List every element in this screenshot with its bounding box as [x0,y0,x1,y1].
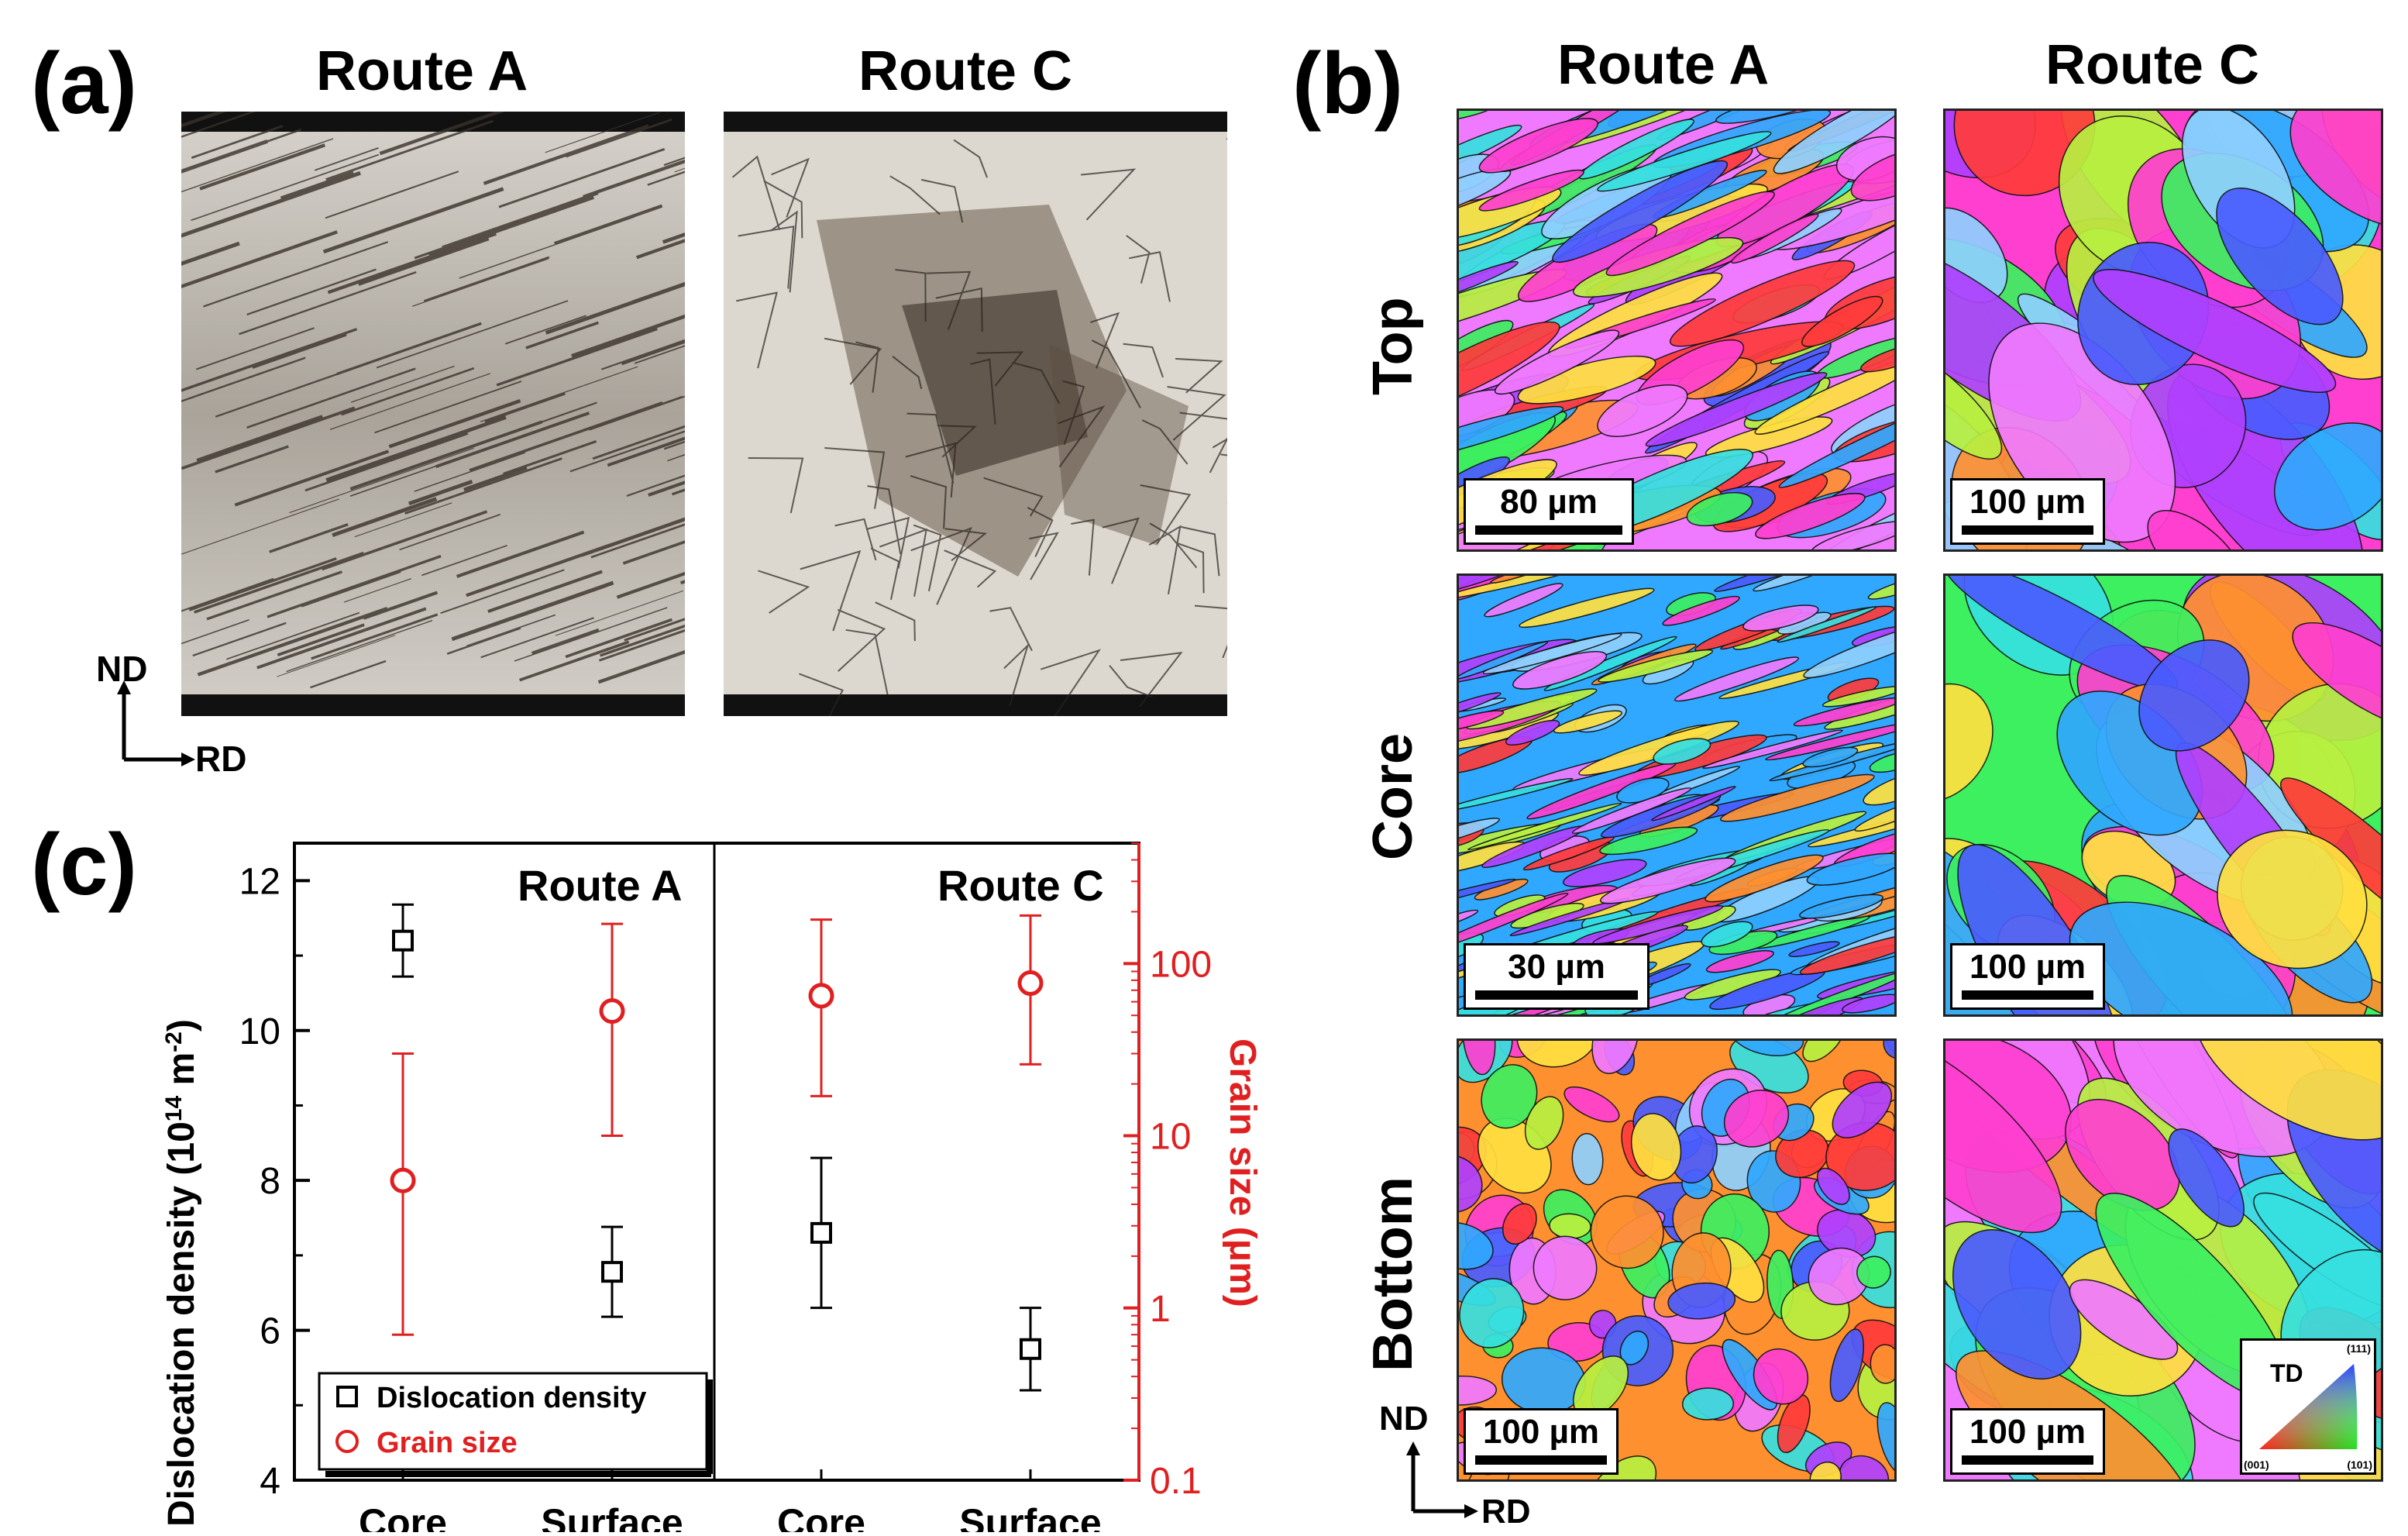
panel-a-title-route-a: Route A [316,40,528,102]
x-tick-label: Surface [541,1501,683,1532]
axis-rd-label-b: RD [1481,1493,1531,1531]
group-title-route-c: Route C [937,861,1104,910]
dislocation-density-point [601,1261,623,1283]
dislocation-density-point [1020,1338,1041,1360]
legend-label-grain: Grain size [377,1427,518,1459]
row-label-top: Top [1362,297,1424,395]
ipf-legend-title: TD [2270,1359,2303,1387]
micrograph-route-c [724,112,1227,716]
row-label-core: Core [1362,732,1424,860]
scale-bar-line [1962,525,2093,535]
y-label-exp1: 14 [161,1096,187,1122]
grain-size-point [1017,970,1044,997]
ipf-legend-101: (101) [2347,1459,2372,1471]
scale-bar-bottom-route-c: 100 µm [1950,1408,2105,1475]
scale-bar-top-route-a: 80 µm [1464,478,1634,545]
ipf-legend: TD (111) (001) (101) [2240,1338,2376,1475]
ebsd-map-core-route-a: 30 µm [1457,573,1897,1017]
y2-tick-label: 10 [1150,1117,1191,1158]
chart-legend: Dislocation density Grain size [318,1372,713,1477]
x-tick-label: Core [359,1501,447,1532]
scale-bar-top-route-c: 100 µm [1950,478,2105,545]
ebsd-map-bottom-route-a: 100 µm [1457,1038,1897,1482]
panel-b-label: (b) [1292,35,1404,132]
axis-nd-label-a: ND [96,649,148,689]
y2-tick-label: 0.1 [1150,1461,1202,1502]
scale-label: 100 µm [1969,483,2086,521]
axis-rd-label-a: RD [195,739,247,779]
ipf-legend-111: (111) [2346,1342,2371,1355]
y-tick-label: 10 [239,1011,280,1052]
legend-circle-marker [335,1430,359,1453]
y-tick-label: 4 [260,1461,280,1502]
legend-box [318,1372,708,1471]
y-tick-label: 6 [260,1311,280,1352]
axis-indicator-a [93,643,271,775]
y-label-mid: m [161,1052,202,1096]
scale-bar-core-route-c: 100 µm [1950,943,2105,1010]
x-tick-label: Surface [959,1501,1101,1532]
chart-svg: 4 6 8 10 12 0.1 1 10 100 Core Surface Core Surface R… [161,842,1263,1536]
legend-square-marker [336,1386,358,1407]
scale-bar-core-route-a: 30 µm [1464,943,1649,1010]
y2-tick-label: 100 [1150,944,1212,985]
scale-bar-line [1475,1455,1607,1465]
axis-nd-label-b: ND [1379,1400,1429,1438]
x-tick-label: Core [777,1501,865,1532]
legend-label-dislocation: Dislocation density [377,1382,646,1414]
ebsd-map-core-route-c: 100 µm [1943,573,2383,1017]
micrograph-route-a [181,112,685,716]
scale-label: 80 µm [1500,483,1598,521]
scale-label: 30 µm [1508,948,1605,986]
scale-label: 100 µm [1482,1413,1600,1451]
panel-b-title-route-c: Route C [2045,34,2259,96]
ebsd-map-bottom-route-c: 100 µm TD (111) (001) (101) [1943,1038,2383,1482]
panel-a-title-route-c: Route C [858,40,1072,102]
ipf-legend-001: (001) [2244,1459,2269,1471]
axis-indicator-b [1395,1403,1550,1527]
ebsd-map-top-route-c: 100 µm [1943,108,2383,552]
dislocation-density-point [392,929,414,952]
y-tick-label: 12 [239,861,280,902]
scale-bar-line [1475,990,1638,1000]
panel-b-title-route-a: Route A [1557,34,1770,96]
ebsd-map-top-route-a: 80 µm [1457,108,1897,552]
grain-size-point [390,1167,416,1193]
scale-bar-bottom-route-a: 100 µm [1464,1408,1619,1475]
scale-label: 100 µm [1969,948,2086,986]
panel-c-label: (c) [31,816,137,913]
chart-dislocation-grain: 4 6 8 10 12 0.1 1 10 100 Core Surface Core Surface R… [0,806,1302,1536]
group-title-route-a: Route A [518,861,683,910]
y-label-end: ) [161,1019,202,1031]
grain-size-point [599,998,625,1025]
y2-tick-label: 1 [1150,1289,1171,1330]
row-label-bottom: Bottom [1362,1176,1424,1372]
y-tick-label: 8 [260,1161,280,1202]
y-axis-label: Dislocation density (1014 m-2) [161,1019,203,1527]
scale-bar-line [1962,990,2093,1000]
y-label-exp2: -2 [161,1031,187,1052]
scale-label: 100 µm [1969,1413,2086,1451]
scale-bar-line [1475,525,1622,535]
dislocation-density-point [810,1221,832,1244]
y2-axis-label: Grain size (μm) [1222,1038,1263,1307]
grain-size-point [808,983,834,1009]
y-label-main: Dislocation density (10 [161,1121,202,1527]
panel-a-label: (a) [31,35,137,132]
scale-bar-line [1962,1455,2093,1465]
